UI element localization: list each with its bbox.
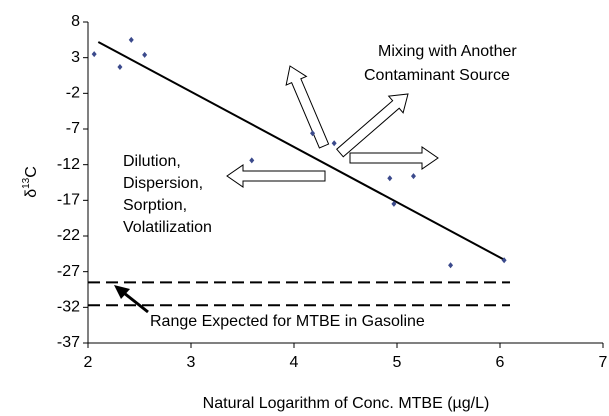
y-tick-label: -27 (57, 263, 80, 280)
y-axis-title-part: C (23, 166, 40, 178)
y-tick-label: -22 (57, 227, 80, 244)
data-point (387, 175, 393, 182)
process-arrow (336, 93, 409, 158)
x-tick-label: 5 (393, 354, 402, 371)
y-tick-label: -7 (66, 120, 80, 137)
x-tick-label: 6 (496, 354, 505, 371)
annotation: Dispersion, (123, 175, 203, 192)
y-axis-title-part: δ (23, 189, 40, 198)
data-point (142, 51, 148, 58)
data-point (391, 200, 397, 207)
process-arrow (226, 164, 326, 188)
x-axis-title: Natural Logarithm of Conc. MTBE (µg/L) (203, 395, 490, 412)
y-axis-title-sup: 13 (21, 177, 32, 189)
data-point (117, 63, 123, 70)
pointer-arrow-head (114, 285, 130, 299)
y-tick-label: -37 (57, 334, 80, 351)
process-arrows (226, 65, 439, 188)
annotation: Mixing with Another (378, 43, 517, 60)
annotation: Range Expected for MTBE in Gasoline (150, 313, 425, 330)
process-arrow (285, 65, 330, 149)
x-tick-label: 7 (599, 354, 608, 371)
y-tick-label: 8 (71, 13, 80, 30)
x-tick-label: 3 (187, 354, 196, 371)
pointer-arrow (123, 291, 149, 314)
data-point (128, 36, 134, 43)
annotation: Dilution, (123, 153, 181, 170)
data-point (410, 173, 416, 180)
data-point (501, 257, 507, 264)
y-axis-title: δ13C (21, 166, 41, 198)
x-tick-label: 4 (290, 354, 299, 371)
trend-line (97, 41, 506, 262)
annotation: Volatilization (123, 219, 212, 236)
process-arrow (349, 146, 439, 170)
y-tick-label: -32 (57, 299, 80, 316)
y-tick-label: 3 (71, 49, 80, 66)
x-tick-label: 2 (84, 354, 93, 371)
data-point (331, 140, 337, 147)
data-point (91, 51, 97, 58)
y-tick-label: -17 (57, 192, 80, 209)
annotation: Sorption, (123, 197, 187, 214)
annotation: Contaminant Source (364, 67, 510, 84)
y-tick-label: -12 (57, 156, 80, 173)
y-tick-label: -2 (66, 85, 80, 102)
data-point (310, 130, 316, 137)
data-point (249, 157, 255, 164)
data-point (448, 262, 454, 269)
